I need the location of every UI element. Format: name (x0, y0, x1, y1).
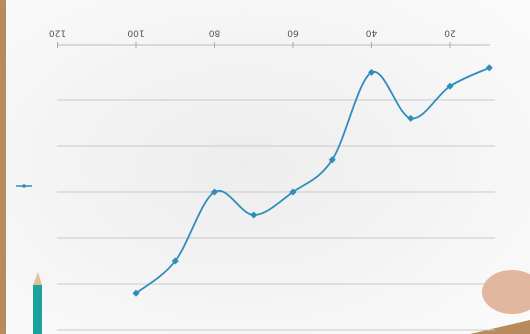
line (135, 66, 490, 294)
pencil-tip (33, 272, 42, 285)
paper (6, 0, 530, 334)
hand (482, 270, 530, 314)
point (367, 68, 376, 76)
x-tick-label: 120 (49, 28, 66, 38)
pencil (33, 285, 42, 334)
x-tick-label: 20 (444, 28, 456, 38)
point (328, 156, 336, 164)
legend-marker (22, 184, 26, 188)
point (289, 188, 297, 196)
x-tick-label: 40 (366, 28, 378, 38)
x-tick-label: 80 (209, 28, 221, 38)
point (407, 114, 415, 122)
point (250, 211, 258, 219)
point (485, 64, 493, 72)
x-tick-label: 100 (127, 28, 144, 38)
point (132, 289, 140, 297)
point (446, 82, 454, 90)
point (171, 257, 179, 265)
point (210, 188, 219, 196)
x-tick-label: 60 (287, 28, 299, 38)
